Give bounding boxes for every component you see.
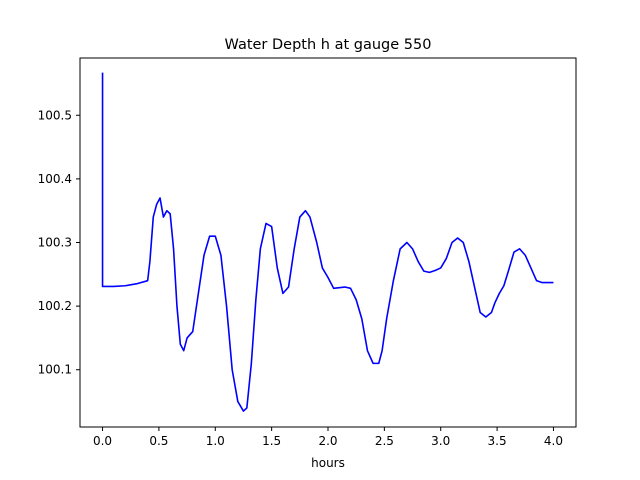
- plot-area: 0.0 0.5 1.0 1.5 2.0 2.5 3.0 3.5 4.0 100.1 100.2 100…: [38, 57, 577, 448]
- y-tick-label: 100.1: [38, 363, 72, 377]
- x-axis-label: hours: [311, 456, 345, 470]
- y-tick-label: 100.4: [38, 172, 72, 186]
- x-tick-label: 2.0: [318, 434, 337, 448]
- series-line-0: [101, 72, 554, 412]
- x-tick-label: 3.0: [431, 434, 450, 448]
- x-tick-label: 1.5: [262, 434, 281, 448]
- x-tick-label: 4.0: [544, 434, 563, 448]
- x-tick-label: 0.0: [93, 434, 112, 448]
- y-tick-label: 100.3: [38, 236, 72, 250]
- x-tick-label: 1.0: [206, 434, 225, 448]
- chart-title: Water Depth h at gauge 550: [225, 37, 432, 53]
- y-tick-label: 100.2: [38, 299, 72, 313]
- x-tick-label: 2.5: [375, 434, 394, 448]
- x-tick-label: 3.5: [488, 434, 507, 448]
- axes-frame: [79, 57, 577, 428]
- x-tick-label: 0.5: [149, 434, 168, 448]
- y-tick-label: 100.5: [38, 108, 72, 122]
